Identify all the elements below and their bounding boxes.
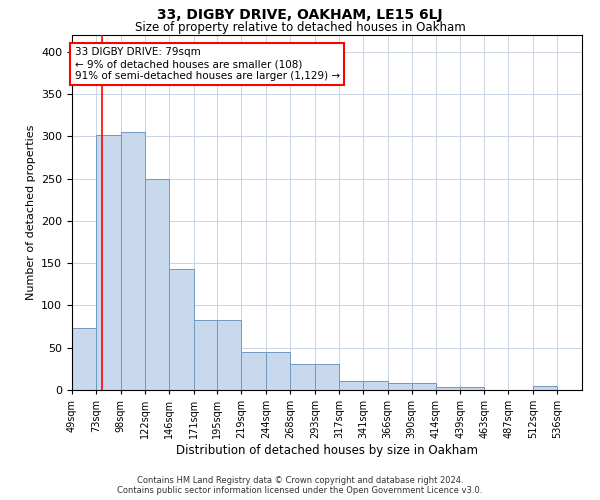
Text: 33 DIGBY DRIVE: 79sqm
← 9% of detached houses are smaller (108)
91% of semi-deta: 33 DIGBY DRIVE: 79sqm ← 9% of detached h… — [74, 48, 340, 80]
Bar — [363, 380, 388, 390]
Bar — [460, 386, 484, 390]
Bar — [290, 364, 315, 390]
Text: Contains HM Land Registry data © Crown copyright and database right 2024.
Contai: Contains HM Land Registry data © Crown c… — [118, 476, 482, 495]
Bar — [436, 386, 460, 390]
Bar — [388, 383, 412, 390]
Text: Size of property relative to detached houses in Oakham: Size of property relative to detached ho… — [134, 21, 466, 34]
Bar — [72, 328, 96, 390]
Bar — [315, 364, 339, 390]
Bar — [194, 320, 217, 390]
Bar — [533, 386, 557, 390]
Bar — [169, 269, 194, 390]
Bar — [266, 352, 290, 390]
Bar — [145, 178, 169, 390]
Bar — [339, 380, 363, 390]
Bar — [96, 134, 121, 390]
Bar — [121, 132, 145, 390]
Bar — [217, 320, 241, 390]
Y-axis label: Number of detached properties: Number of detached properties — [26, 125, 35, 300]
Text: 33, DIGBY DRIVE, OAKHAM, LE15 6LJ: 33, DIGBY DRIVE, OAKHAM, LE15 6LJ — [157, 8, 443, 22]
Bar — [412, 383, 436, 390]
X-axis label: Distribution of detached houses by size in Oakham: Distribution of detached houses by size … — [176, 444, 478, 457]
Bar — [241, 352, 266, 390]
